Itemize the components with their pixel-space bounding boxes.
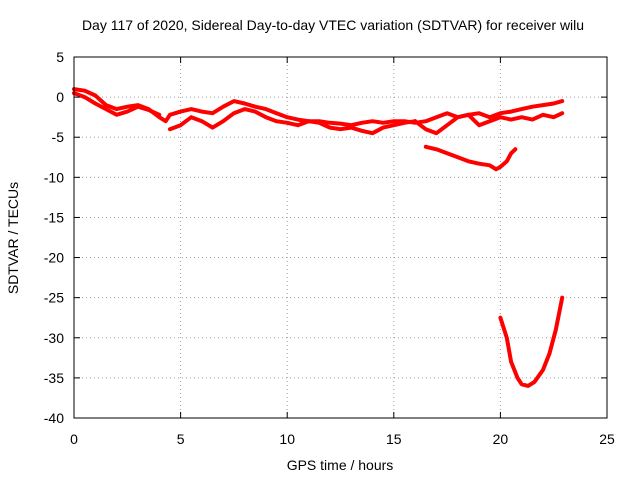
series-line-track-d (413, 111, 565, 136)
grid (74, 57, 607, 418)
x-tick-label: 15 (386, 431, 402, 447)
series-line-track-e (423, 144, 518, 172)
x-axis-label: GPS time / hours (287, 457, 394, 473)
y-tick-label: -15 (44, 209, 64, 225)
series-line-track-b (72, 91, 162, 117)
x-tick-label: 25 (599, 431, 615, 447)
x-tick-label: 0 (70, 431, 78, 447)
series-line-track-c (167, 107, 418, 136)
y-tick-label: -30 (44, 330, 64, 346)
y-axis-label: SDTVAR / TECUs (5, 182, 21, 294)
x-tick-label: 5 (177, 431, 185, 447)
y-tick-label: -40 (44, 410, 64, 426)
y-tick-label: -5 (52, 129, 65, 145)
y-tick-label: -20 (44, 250, 64, 266)
ticks: 0 5 10 15 20 25 5 0 -5 -10 -15 -20 -25 -30 -35 -40 (44, 49, 615, 447)
y-tick-label: -25 (44, 290, 64, 306)
x-tick-label: 20 (493, 431, 509, 447)
y-tick-label: -35 (44, 370, 64, 386)
series-line-track-f (498, 295, 565, 388)
series-layer (72, 87, 565, 388)
plot-frame (73, 56, 608, 419)
y-tick-label: 0 (56, 89, 64, 105)
y-tick-label: 5 (56, 49, 64, 65)
chart-title: Day 117 of 2020, Sidereal Day-to-day VTE… (82, 17, 584, 33)
x-tick-label: 10 (279, 431, 295, 447)
y-tick-label: -10 (44, 169, 64, 185)
